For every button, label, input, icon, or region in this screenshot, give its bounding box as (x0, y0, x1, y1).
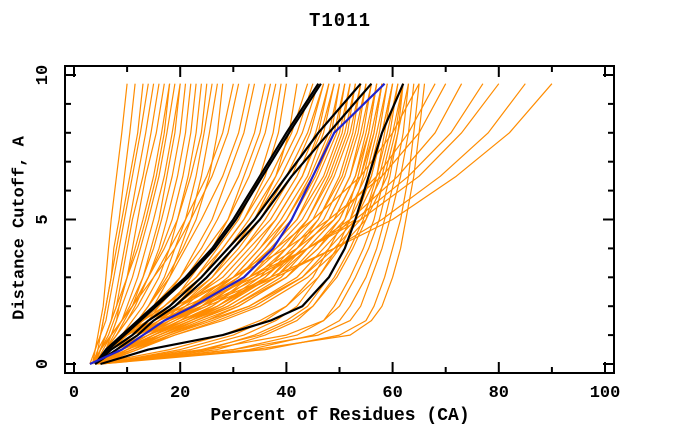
curve-highlight-black (100, 83, 405, 366)
curve-predictions-orange (94, 83, 404, 365)
curve-predictions-orange (94, 83, 410, 365)
y-tick-label: 0 (34, 359, 53, 369)
x-tick-label: 80 (489, 384, 509, 403)
curve-highlight-black (94, 83, 322, 365)
curve-predictions-orange (95, 83, 404, 365)
x-axis-label: Percent of Residues (CA) (210, 406, 470, 426)
x-tick-label: 20 (170, 384, 190, 403)
curve-predictions-orange (95, 83, 426, 365)
curve-predictions-orange (100, 83, 378, 365)
curve-predictions-orange (94, 83, 171, 365)
curve-predictions-orange (100, 83, 394, 365)
x-tick-label: 0 (69, 384, 79, 403)
x-tick-label: 60 (382, 384, 402, 403)
curve-predictions-orange (94, 83, 388, 365)
curve-predictions-orange (94, 83, 240, 365)
curve-highlight-black (94, 83, 320, 365)
y-axis-label: Distance Cutoff, A (10, 136, 30, 320)
curve-highlight-black (94, 82, 373, 365)
curve-predictions-orange (94, 83, 176, 365)
curve-predictions-orange (89, 83, 128, 365)
curve-predictions-orange (95, 83, 394, 365)
y-tick-label: 5 (34, 214, 53, 224)
curve-predictions-orange (92, 83, 171, 365)
x-tick-label: 100 (590, 384, 621, 403)
curve-predictions-orange (100, 83, 378, 365)
x-tick-label: 40 (276, 384, 296, 403)
y-tick-label: 10 (34, 65, 53, 85)
chart-title: T1011 (308, 10, 371, 32)
curve-predictions-orange (94, 83, 144, 365)
curve-predictions-orange (94, 83, 160, 365)
curve-predictions-orange (100, 83, 404, 365)
curve-predictions-orange (92, 83, 149, 365)
curve-highlight-blue (89, 82, 386, 366)
curve-predictions-orange (94, 83, 181, 365)
curve-predictions-orange (95, 83, 399, 365)
curve-highlight-black (94, 82, 362, 365)
curve-predictions-orange (95, 83, 415, 365)
